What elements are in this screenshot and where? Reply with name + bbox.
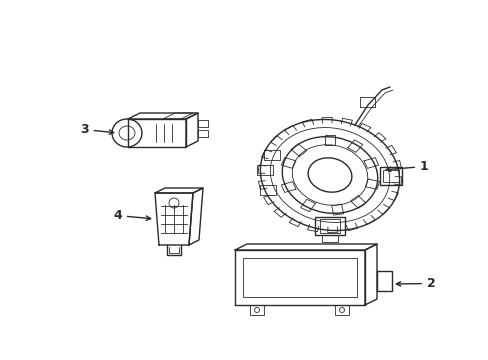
Bar [334,305,348,315]
Bar [376,271,391,291]
Bar [260,185,275,195]
Text: 4: 4 [113,209,150,222]
Bar [243,258,356,297]
Bar [264,150,280,160]
Bar [249,305,264,315]
Text: 3: 3 [80,123,114,136]
Bar [382,170,398,182]
Bar [198,130,207,137]
Bar [319,219,339,233]
Bar [314,217,345,235]
Text: 1: 1 [386,160,428,173]
Bar [198,120,207,127]
Bar [257,165,272,175]
Text: 2: 2 [395,277,435,290]
Bar [379,167,401,185]
